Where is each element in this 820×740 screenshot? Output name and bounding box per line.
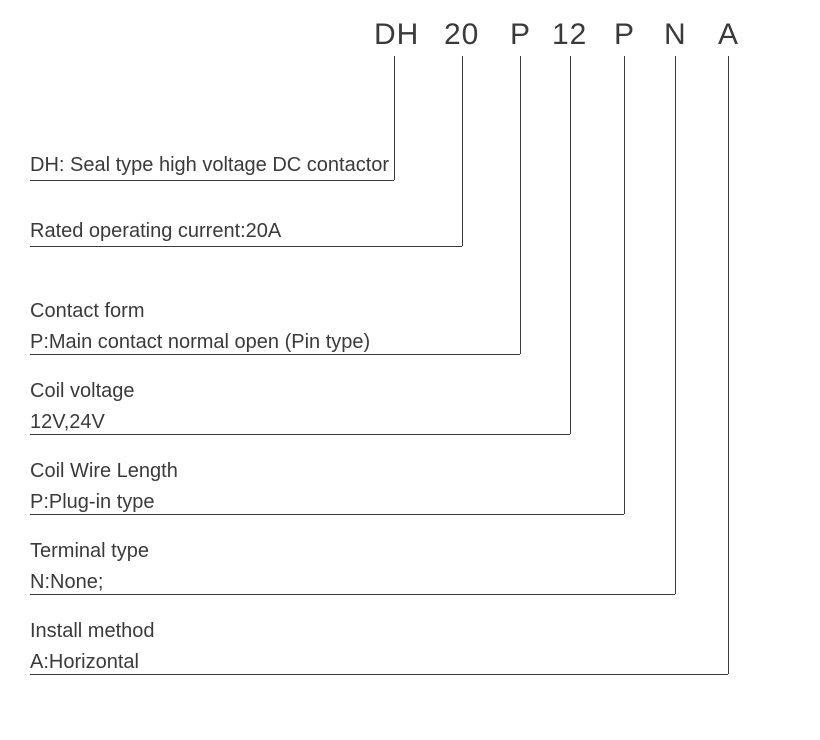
vline-3 — [570, 56, 571, 434]
desc-text: A:Horizontal — [30, 649, 155, 680]
desc-text: Rated operating current:20A — [30, 218, 281, 249]
underline-0 — [30, 180, 394, 181]
underline-6 — [30, 674, 728, 675]
desc-block-0: DH: Seal type high voltage DC contactor — [30, 152, 389, 183]
code-seg-5: N — [664, 18, 687, 52]
desc-block-3: Coil voltage 12V,24V — [30, 378, 135, 440]
desc-text: Terminal type — [30, 538, 149, 569]
desc-text: Install method — [30, 618, 155, 649]
vline-5 — [675, 56, 676, 594]
desc-block-6: Install method A:Horizontal — [30, 618, 155, 680]
desc-text: N:None; — [30, 569, 149, 600]
desc-block-1: Rated operating current:20A — [30, 218, 281, 249]
desc-text: 12V,24V — [30, 409, 135, 440]
desc-block-4: Coil Wire Length P:Plug-in type — [30, 458, 178, 520]
vline-0 — [394, 56, 395, 180]
underline-2 — [30, 354, 520, 355]
code-seg-0: DH — [374, 18, 419, 52]
desc-text: Contact form — [30, 298, 370, 329]
vline-6 — [728, 56, 729, 674]
code-seg-1: 20 — [444, 18, 479, 52]
code-seg-6: A — [718, 18, 739, 52]
code-seg-2: P — [510, 18, 531, 52]
desc-text: DH: Seal type high voltage DC contactor — [30, 152, 389, 183]
vline-1 — [462, 56, 463, 246]
underline-4 — [30, 514, 624, 515]
desc-block-2: Contact form P:Main contact normal open … — [30, 298, 370, 360]
desc-text: Coil voltage — [30, 378, 135, 409]
desc-text: Coil Wire Length — [30, 458, 178, 489]
vline-2 — [520, 56, 521, 354]
underline-3 — [30, 434, 570, 435]
underline-5 — [30, 594, 675, 595]
code-seg-3: 12 — [552, 18, 587, 52]
desc-text: P:Main contact normal open (Pin type) — [30, 329, 370, 360]
code-seg-4: P — [614, 18, 635, 52]
vline-4 — [624, 56, 625, 514]
desc-text: P:Plug-in type — [30, 489, 178, 520]
part-number-row: DH 20 P 12 P N A — [0, 18, 820, 58]
underline-1 — [30, 246, 462, 247]
desc-block-5: Terminal type N:None; — [30, 538, 149, 600]
